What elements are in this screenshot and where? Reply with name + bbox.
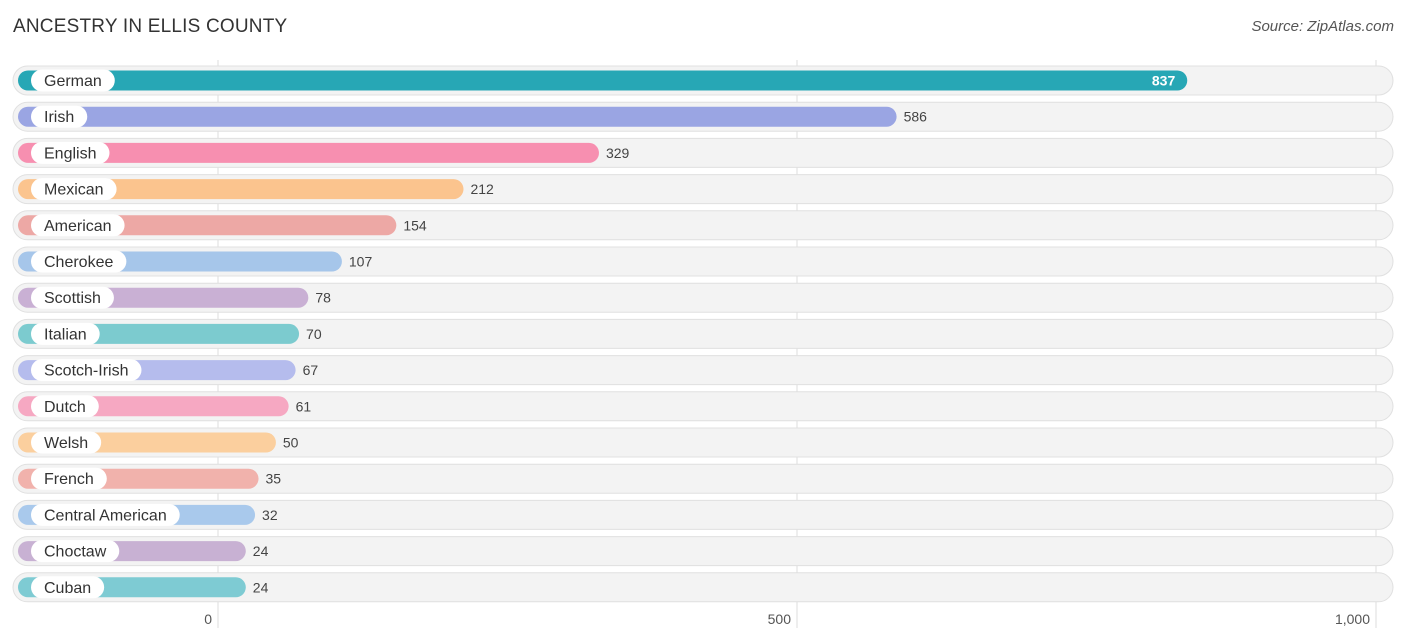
value-label-dutch: 61 bbox=[296, 398, 312, 414]
bar-row-scottish: Scottish 78 bbox=[12, 282, 1394, 313]
value-label-scottish: 78 bbox=[315, 290, 331, 306]
bar-track bbox=[12, 355, 1394, 386]
x-tick-label-0: 0 bbox=[204, 611, 212, 627]
bar-label: English bbox=[44, 145, 96, 162]
value-label-french: 35 bbox=[266, 471, 282, 487]
value-label-italian: 70 bbox=[306, 326, 322, 342]
bar-track bbox=[12, 318, 1394, 349]
bar-track bbox=[12, 463, 1394, 494]
value-label-american: 154 bbox=[403, 217, 427, 233]
bar-label: Italian bbox=[44, 326, 87, 343]
bar-label-pill bbox=[31, 395, 99, 418]
bar-label-pill bbox=[31, 322, 100, 345]
x-tick-label-1: 500 bbox=[768, 611, 792, 627]
bar-row-american: American 154 bbox=[12, 210, 1394, 241]
bar-track bbox=[12, 391, 1394, 422]
bar-label-pill bbox=[31, 214, 125, 237]
bar-row-french: French 35 bbox=[12, 463, 1394, 494]
value-label-cherokee: 107 bbox=[349, 254, 373, 270]
bar-row-choctaw: Choctaw 24 bbox=[12, 536, 1394, 567]
value-label-central-american: 32 bbox=[262, 507, 278, 523]
bar-label: Cherokee bbox=[44, 254, 113, 271]
value-label-mexican: 212 bbox=[470, 181, 494, 197]
bar-label: Irish bbox=[44, 109, 74, 126]
bar-label-pill bbox=[31, 431, 102, 454]
bar-label-pill bbox=[31, 467, 107, 490]
bar-label: Scotch-Irish bbox=[44, 363, 128, 380]
bar-mexican bbox=[18, 179, 464, 200]
bar-label-pill bbox=[31, 503, 180, 526]
bar-row-welsh: Welsh 50 bbox=[12, 427, 1394, 458]
bar-label-pill bbox=[31, 105, 88, 128]
value-label-choctaw: 24 bbox=[253, 543, 269, 559]
bar-label: French bbox=[44, 471, 94, 488]
bar-label: German bbox=[44, 73, 102, 90]
bar-row-english: English 329 bbox=[12, 137, 1394, 168]
bar-track bbox=[12, 246, 1394, 277]
value-label-german: 837 bbox=[1152, 73, 1176, 89]
bar-german bbox=[18, 70, 1188, 91]
bar-label: Scottish bbox=[44, 290, 101, 307]
bar-label-pill bbox=[31, 141, 110, 164]
bar-row-german: German 837 bbox=[12, 65, 1394, 96]
bar-row-italian: Italian 70 bbox=[12, 318, 1394, 349]
bar-label: Cuban bbox=[44, 580, 91, 597]
chart-title: ANCESTRY IN ELLIS COUNTY bbox=[13, 16, 288, 37]
bar-track bbox=[12, 282, 1394, 313]
x-tick-label-2: 1,000 bbox=[1335, 611, 1370, 627]
bar-english bbox=[18, 142, 599, 163]
bar-row-central-american: Central American 32 bbox=[12, 499, 1394, 530]
bar-track bbox=[12, 499, 1394, 530]
bar-label-pill bbox=[31, 69, 115, 92]
bar-row-cuban: Cuban 24 bbox=[12, 572, 1394, 603]
bar-row-irish: Irish 586 bbox=[12, 101, 1394, 132]
bar-track bbox=[12, 427, 1394, 458]
bar-label: Central American bbox=[44, 507, 167, 524]
value-label-welsh: 50 bbox=[283, 435, 299, 451]
bar-label: Choctaw bbox=[44, 544, 107, 561]
bar-track bbox=[12, 536, 1394, 567]
value-label-cuban: 24 bbox=[253, 579, 269, 595]
bar-row-mexican: Mexican 212 bbox=[12, 174, 1394, 205]
bar-label-pill bbox=[31, 359, 142, 382]
bar-label-pill bbox=[31, 178, 117, 201]
bar-label-pill bbox=[31, 540, 120, 563]
value-label-english: 329 bbox=[606, 145, 630, 161]
bar-track bbox=[12, 572, 1394, 603]
bar-label: Dutch bbox=[44, 399, 86, 416]
bar-label-pill bbox=[31, 286, 114, 309]
bar-label: American bbox=[44, 218, 112, 235]
value-label-irish: 586 bbox=[904, 109, 928, 125]
bar-irish bbox=[18, 106, 897, 127]
bar-label: Welsh bbox=[44, 435, 88, 452]
bar-row-cherokee: Cherokee 107 bbox=[12, 246, 1394, 277]
source-note: Source: ZipAtlas.com bbox=[1251, 18, 1394, 35]
bar-row-dutch: Dutch 61 bbox=[12, 391, 1394, 422]
bar-row-scotch-irish: Scotch-Irish 67 bbox=[12, 355, 1394, 386]
bar-label-pill bbox=[31, 250, 127, 273]
x-axis-ticks: 0 500 1,000 bbox=[204, 611, 1370, 627]
value-label-scotch-irish: 67 bbox=[303, 362, 319, 378]
bar-label: Mexican bbox=[44, 182, 104, 199]
bar-label-pill bbox=[31, 576, 105, 599]
